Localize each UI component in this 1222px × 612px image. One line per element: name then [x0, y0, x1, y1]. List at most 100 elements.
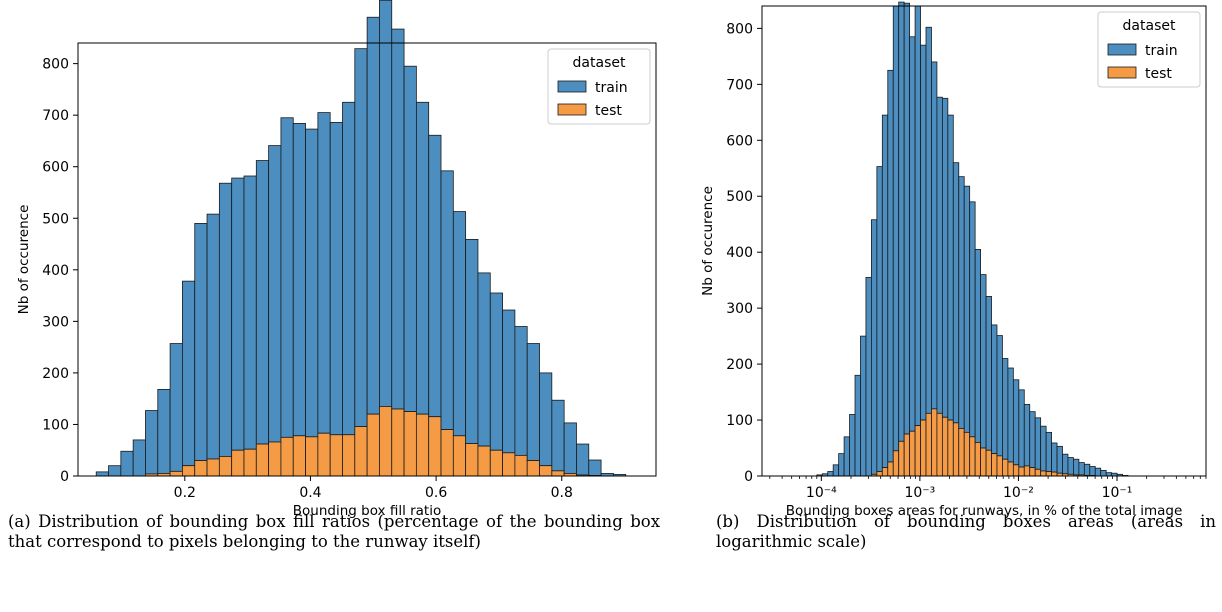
y-tick-label: 700 — [726, 77, 753, 93]
train-bar — [1034, 417, 1042, 470]
test-bar — [980, 447, 987, 477]
test-bar — [991, 453, 998, 477]
train-bar — [551, 399, 565, 472]
x-tick-label: 10⁻¹ — [1102, 485, 1133, 501]
test-bar — [551, 470, 565, 477]
train-bar — [947, 114, 954, 421]
test-bar — [925, 412, 932, 477]
train-bar — [1029, 411, 1036, 469]
train-bar — [391, 28, 405, 410]
test-bar — [920, 419, 927, 477]
x-tick-label: 0.2 — [174, 485, 196, 501]
train-bar — [268, 145, 282, 443]
x-tick-label: 10⁻³ — [904, 485, 935, 501]
test-bar — [1023, 465, 1031, 477]
train-bar — [920, 44, 927, 421]
test-bar — [206, 458, 220, 477]
test-bar — [305, 436, 319, 477]
test-bar — [969, 436, 976, 477]
train-bar — [996, 335, 1003, 457]
test-bar — [268, 441, 282, 477]
test-bar — [465, 443, 479, 477]
train-bar — [1105, 472, 1113, 477]
x-tick-label: 0.8 — [551, 485, 573, 501]
test-bar — [952, 422, 960, 477]
test-bar — [1029, 467, 1036, 477]
train-bar — [379, 0, 393, 407]
test-bar — [403, 411, 417, 477]
train-bar — [1094, 467, 1102, 477]
x-tick-label: 0.6 — [425, 485, 447, 501]
train-bar — [849, 414, 856, 477]
axes-frame — [77, 42, 657, 477]
y-axis-label: Nb of occurence — [700, 186, 716, 296]
y-tick-label: 700 — [42, 108, 69, 124]
train-bar — [514, 326, 528, 456]
y-tick-label: 100 — [726, 413, 753, 429]
train-bar — [342, 101, 356, 436]
y-tick-label: 300 — [42, 314, 69, 330]
legend-label-test: test — [1145, 66, 1172, 82]
test-bar — [255, 443, 270, 477]
test-bar — [1012, 464, 1020, 477]
train-bar — [1018, 389, 1025, 468]
x-axis-label: Bounding box fill ratio — [293, 503, 442, 519]
test-bar — [985, 449, 992, 477]
test-bar — [194, 460, 208, 477]
y-tick-label: 400 — [42, 263, 69, 279]
y-tick-label: 300 — [726, 301, 753, 317]
train-bar — [1100, 470, 1107, 477]
train-bar — [317, 112, 331, 434]
train-bar — [452, 211, 467, 437]
legend-title: dataset — [1123, 18, 1176, 34]
test-bar — [231, 449, 245, 477]
area-histogram: 0 100 200 300 400 500 600 700 800 10⁻⁴ 10⁻³ 10⁻² 10⁻… — [700, 1, 1207, 519]
train-bar — [881, 114, 889, 469]
test-bar — [379, 406, 393, 477]
test-bar — [1002, 458, 1009, 477]
train-bar — [936, 96, 943, 414]
train-bar — [925, 26, 932, 414]
test-bar — [526, 460, 540, 477]
train-bar — [428, 134, 442, 418]
train-bar — [305, 128, 319, 438]
train-bar — [1083, 463, 1091, 476]
y-axis-label: Nb of occurence — [16, 205, 32, 315]
train-bar — [974, 248, 981, 443]
test-bar — [881, 467, 889, 477]
train-bar — [969, 201, 976, 438]
train-bar — [440, 170, 454, 431]
train-bar — [1067, 457, 1074, 475]
test-bar — [292, 435, 306, 477]
y-tick-label: 500 — [42, 211, 69, 227]
x-tick-label: 10⁻² — [1003, 485, 1034, 501]
test-bar — [1018, 466, 1025, 477]
test-bar — [514, 454, 528, 477]
legend-swatch-train — [557, 80, 587, 93]
train-bar — [860, 335, 867, 477]
y-tick-label: 100 — [42, 417, 69, 433]
caption-b: (b) Distribution of bounding boxes areas… — [716, 512, 1216, 551]
test-bar — [280, 436, 294, 477]
legend-label-test: test — [595, 103, 622, 119]
train-bar — [120, 450, 134, 477]
train-bar — [941, 97, 949, 418]
train-bar — [206, 213, 220, 460]
train-bar — [194, 223, 208, 461]
y-tick-label: 200 — [726, 357, 753, 373]
y-tick-label: 0 — [60, 469, 69, 485]
test-bar — [963, 431, 971, 477]
train-bar — [280, 117, 294, 438]
train-bar — [985, 295, 992, 451]
legend-label-train: train — [595, 80, 628, 96]
y-tick-label: 600 — [726, 133, 753, 149]
train-bar — [876, 166, 883, 472]
test-bar — [539, 465, 553, 477]
test-bar — [903, 433, 911, 477]
test-bar — [366, 413, 380, 477]
train-bar — [952, 162, 960, 424]
train-bar — [502, 309, 516, 454]
test-bar — [1040, 470, 1047, 477]
y-tick-label: 600 — [42, 160, 69, 176]
train-bar — [1056, 445, 1063, 474]
